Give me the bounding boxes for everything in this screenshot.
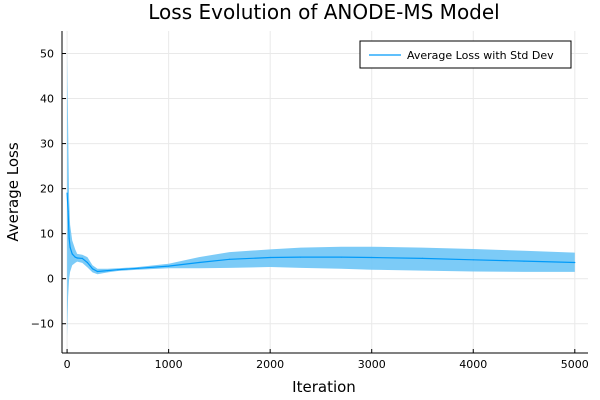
data-point <box>117 269 119 271</box>
x-axis-label: Iteration <box>292 378 356 396</box>
data-point <box>340 256 342 258</box>
data-point <box>107 270 109 272</box>
x-tick-label: 2000 <box>256 358 284 371</box>
data-point <box>300 256 302 258</box>
grid <box>62 31 588 353</box>
data-point <box>421 257 424 259</box>
data-point <box>86 261 88 264</box>
data-point <box>574 261 576 264</box>
y-tick-label: 10 <box>40 228 54 241</box>
x-axis-ticks: 0 1000 2000 3000 4000 5000 <box>64 349 589 371</box>
plot-area <box>66 53 576 338</box>
data-point <box>371 256 373 259</box>
data-point <box>71 253 73 255</box>
data-point <box>168 265 170 267</box>
x-tick-label: 5000 <box>561 358 589 371</box>
chart-title: Loss Evolution of ANODE-MS Model <box>148 0 499 24</box>
data-point <box>228 258 231 260</box>
data-point <box>69 246 71 248</box>
data-point <box>66 192 68 194</box>
y-axis-ticks: −10 0 10 20 30 40 50 <box>31 48 66 331</box>
data-point <box>76 257 78 259</box>
data-point <box>67 210 69 212</box>
data-point <box>269 256 271 259</box>
y-axis-label: Average Loss <box>4 142 22 241</box>
data-point <box>74 256 76 258</box>
y-tick-label: 50 <box>40 48 54 61</box>
data-point <box>91 268 94 270</box>
legend: Average Loss with Std Dev <box>359 40 572 69</box>
y-tick-label: 0 <box>47 273 54 286</box>
data-point <box>96 270 99 273</box>
std-dev-band <box>67 53 575 338</box>
x-tick-label: 0 <box>64 358 71 371</box>
data-point <box>198 261 200 264</box>
data-point <box>81 257 83 259</box>
data-point <box>472 259 474 261</box>
data-point <box>68 237 70 239</box>
y-tick-label: −10 <box>31 318 54 331</box>
y-tick-label: 30 <box>40 138 54 151</box>
y-tick-label: 20 <box>40 183 54 196</box>
x-tick-label: 1000 <box>155 358 183 371</box>
data-point <box>523 260 525 262</box>
y-tick-label: 40 <box>40 93 54 106</box>
x-tick-label: 3000 <box>358 358 386 371</box>
x-tick-label: 4000 <box>459 358 487 371</box>
data-point <box>137 267 139 269</box>
legend-label: Average Loss with Std Dev <box>407 49 554 62</box>
